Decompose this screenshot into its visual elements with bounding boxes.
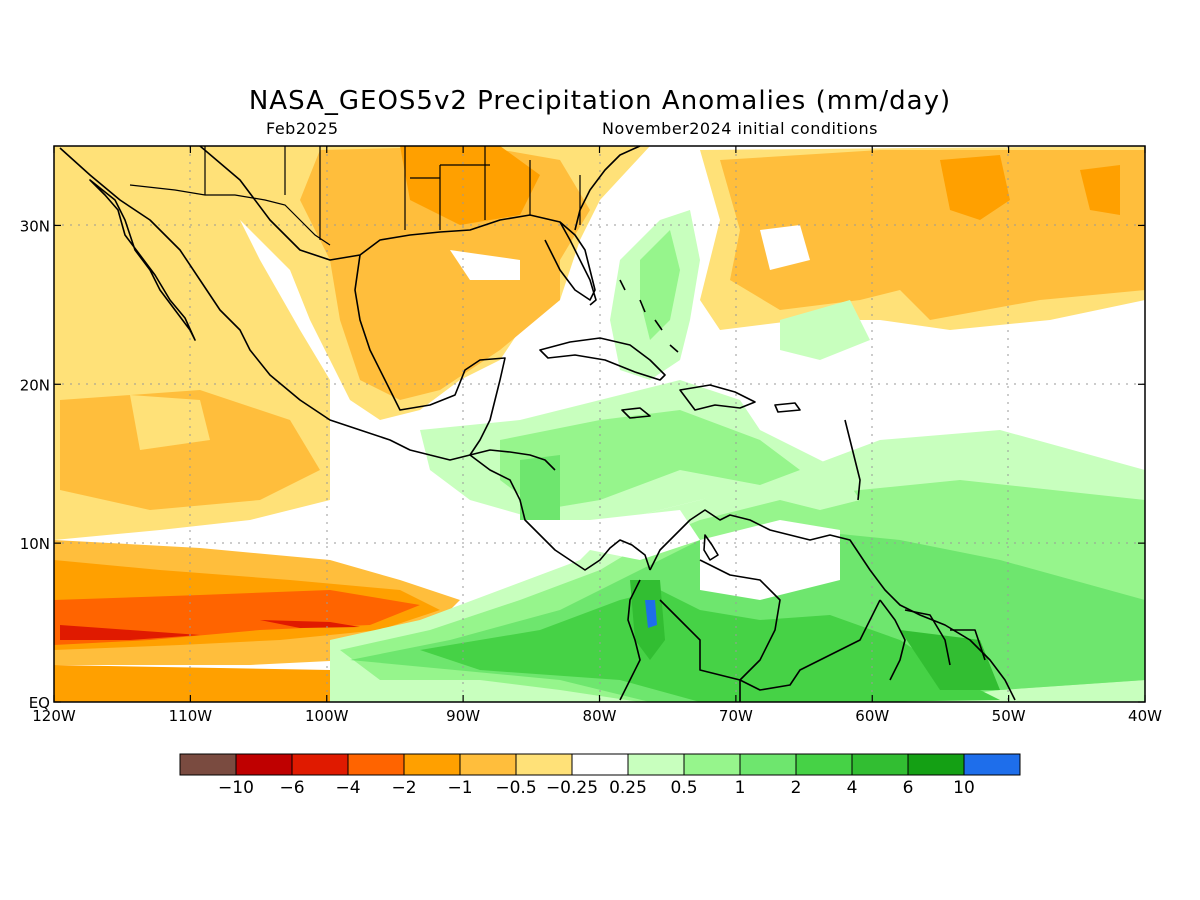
lon-tick-label: 70W [719,707,753,725]
lon-tick-label: 50W [992,707,1026,725]
colorbar-swatch [347,753,405,776]
colorbar-label: −4 [335,778,360,798]
colorbar-label: 2 [791,778,802,798]
colorbar-label: 6 [903,778,914,798]
lat-tick-label: 10N [20,535,50,553]
axis-ticks: 120W 110W 100W 90W 80W 70W 60W 50W 40W EQ 10N 20N 30… [20,146,1162,725]
colorbar-swatch [907,753,965,776]
colorbar-swatch [515,753,573,776]
coastlines [59,146,1016,702]
colorbar-label: −0.25 [546,778,598,798]
colorbar-swatch [235,753,293,776]
colorbar-label: −1 [447,778,472,798]
lon-tick-label: 60W [855,707,889,725]
colorbar-swatch [459,753,517,776]
colorbar-swatch [571,753,629,776]
colorbar-swatch [291,753,349,776]
colorbar-swatch [739,753,797,776]
colorbar-swatch [851,753,909,776]
valid-month-label: Feb2025 [266,119,339,138]
colorbar-swatch [179,753,237,776]
init-conditions-label: November2024 initial conditions [602,119,878,138]
colorbar-label: 4 [847,778,858,798]
lat-tick-label: 20N [20,376,50,394]
colorbar-label: 1 [735,778,746,798]
colorbar-label: −6 [279,778,304,798]
colorbar-swatch [627,753,685,776]
colorbar: −10 −6 −4 −2 −1 −0.5 −0.25 0.25 0.5 1 2 4 6 10 [179,753,1021,798]
colorbar-label: −2 [391,778,416,798]
colorbar-label: −0.5 [495,778,536,798]
colorbar-label: 10 [953,778,975,798]
colorbar-label: 0.5 [670,778,697,798]
colorbar-label: 0.25 [609,778,647,798]
political-borders [129,146,581,246]
colorbar-swatch [403,753,461,776]
lon-tick-label: 80W [583,707,617,725]
lon-tick-label: 110W [169,707,213,725]
lon-tick-label: 100W [305,707,349,725]
colorbar-swatch [963,753,1021,776]
map-title: NASA_GEOS5v2 Precipitation Anomalies (mm… [248,86,952,116]
colorbar-swatch [683,753,741,776]
graticule [54,146,1145,702]
colorbar-swatch [795,753,853,776]
anomaly-field [54,146,1145,702]
lat-tick-label: EQ [29,694,50,712]
colorbar-label: −10 [218,778,254,798]
lon-tick-label: 120W [32,707,76,725]
lon-tick-label: 90W [446,707,480,725]
lat-tick-label: 30N [20,217,50,235]
lon-tick-label: 40W [1128,707,1162,725]
